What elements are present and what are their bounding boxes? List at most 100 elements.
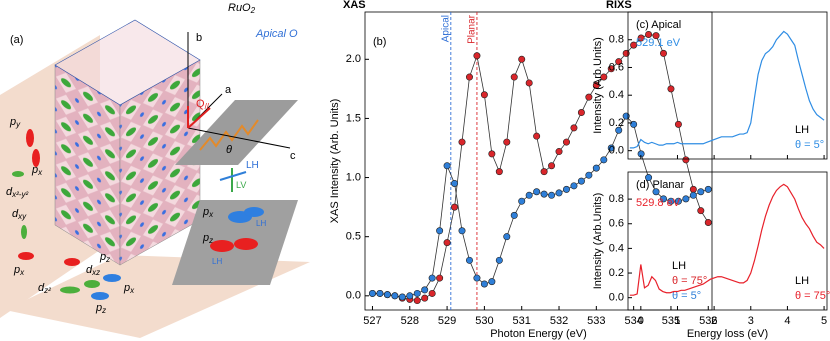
y-tick-label: 0.4 — [609, 89, 624, 101]
y-axis-label: Intensity (Arb.Units) — [592, 193, 604, 290]
data-point — [428, 274, 436, 282]
panel-title: (d) Planar — [636, 179, 685, 191]
data-point — [458, 227, 466, 235]
diagram-label: px — [13, 264, 25, 277]
legend-label: θ = 75° — [672, 275, 707, 287]
data-point — [540, 168, 548, 176]
data-point — [548, 191, 556, 199]
data-point — [480, 91, 488, 99]
orbital — [210, 240, 234, 252]
data-point — [540, 190, 548, 198]
marker-label: Planar — [467, 14, 478, 44]
data-point — [630, 41, 638, 49]
data-point — [533, 132, 541, 140]
data-point — [421, 294, 429, 302]
diagram-label: dz² — [38, 282, 51, 295]
x-tick-label: 534 — [624, 315, 642, 327]
data-point — [652, 188, 660, 196]
orbital — [234, 238, 258, 250]
x-axis-label: Energy loss (eV) — [687, 328, 768, 340]
orbital — [244, 207, 264, 217]
data-point — [682, 195, 690, 203]
y-axis-label: XAS Intensity (Arb. Units) — [329, 99, 341, 224]
axis-c — [187, 127, 291, 149]
data-point — [555, 148, 563, 156]
data-point — [630, 120, 638, 128]
data-point — [697, 188, 705, 196]
diagram-label: LH — [256, 219, 266, 228]
x-tick-label: 5 — [821, 315, 827, 327]
data-point — [368, 289, 376, 297]
diagram-label: c — [290, 150, 296, 162]
data-point — [607, 144, 615, 152]
data-point — [383, 291, 391, 299]
data-point — [510, 73, 518, 81]
orbital — [60, 286, 80, 294]
orbital — [12, 171, 24, 177]
y-tick-label: 0.4 — [609, 242, 624, 254]
x-tick-label: 4 — [784, 315, 790, 327]
legend-label: θ = 75° — [795, 290, 830, 302]
x-tick-label: 531 — [513, 315, 531, 327]
data-point — [667, 197, 675, 205]
data-point — [398, 293, 406, 301]
panel-header: RIXS — [606, 0, 632, 11]
legend-label: θ = 5° — [672, 290, 701, 302]
orbital — [103, 274, 121, 282]
data-point — [600, 73, 608, 81]
data-point — [480, 280, 488, 288]
data-point — [533, 188, 541, 196]
legend-title: LH — [795, 275, 809, 287]
data-point — [570, 182, 578, 190]
data-line — [629, 30, 825, 149]
diagram-label: px — [202, 206, 214, 219]
orbital — [18, 252, 34, 260]
data-point — [436, 227, 444, 235]
y-tick-label: 0.0 — [346, 290, 361, 302]
data-point — [585, 171, 593, 179]
data-point — [622, 49, 630, 57]
x-tick-label: 0 — [638, 315, 644, 327]
data-point — [503, 233, 511, 241]
x-tick-label: 530 — [475, 315, 493, 327]
diagram-label: b — [196, 32, 202, 44]
diagram-label: LV — [236, 180, 246, 190]
y-tick-label: 0.2 — [609, 267, 624, 279]
data-point — [488, 150, 496, 158]
data-point — [659, 49, 667, 57]
plot-frame — [364, 11, 713, 311]
data-point — [645, 174, 653, 182]
y-tick-label: 0.0 — [609, 292, 624, 304]
orbital — [91, 292, 109, 300]
orbital — [26, 129, 34, 147]
data-point — [428, 289, 436, 297]
data-point — [436, 274, 444, 282]
diagram-label: RuO2 — [228, 2, 256, 15]
diagram-label: Q// — [196, 98, 210, 111]
orbital — [84, 280, 100, 288]
data-point — [600, 156, 608, 164]
x-tick-label: 532 — [550, 315, 568, 327]
diagram-label: dxy — [12, 208, 27, 221]
crystal-top-face — [54, 19, 201, 106]
data-line — [629, 183, 825, 296]
data-point — [645, 30, 653, 38]
diagram-label: pz — [99, 251, 110, 264]
data-point — [406, 292, 414, 300]
q-vector — [187, 107, 211, 129]
data-point — [465, 256, 473, 264]
data-point — [592, 164, 600, 172]
plot-frame — [627, 11, 828, 160]
data-point — [451, 179, 459, 187]
data-point — [391, 292, 399, 300]
marker-label: Apical — [440, 15, 451, 42]
data-point — [555, 189, 563, 197]
y-tick-label: 1.5 — [346, 112, 361, 124]
x-tick-label: 2 — [711, 315, 717, 327]
y-tick-label: 0.8 — [609, 193, 624, 205]
y-tick-label: 0.5 — [346, 231, 361, 243]
x-tick-label: 527 — [363, 315, 381, 327]
data-point — [674, 197, 682, 205]
y-tick-label: 0.2 — [609, 117, 624, 129]
